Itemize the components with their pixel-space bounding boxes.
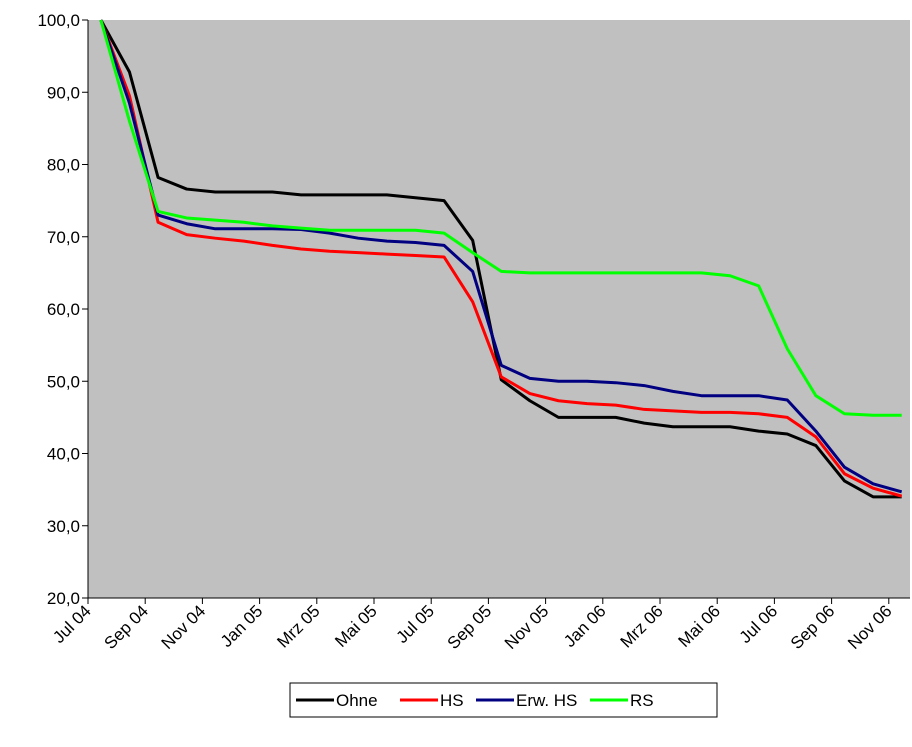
plot-area (88, 20, 910, 598)
x-tick-label: Jul 04 (49, 601, 95, 647)
y-tick-label: 30,0 (47, 517, 80, 536)
legend-label: Ohne (336, 691, 378, 710)
x-tick-label: Sep 06 (787, 601, 839, 653)
x-tick-label: Nov 04 (158, 601, 210, 653)
series-line (99, 19, 902, 417)
series-line (99, 19, 903, 494)
x-tick-label: Nov 06 (844, 601, 896, 653)
x-tick-label: Jul 06 (736, 601, 782, 647)
legend-label: HS (440, 691, 464, 710)
y-tick-label: 60,0 (47, 300, 80, 319)
x-tick-label: Mrz 06 (617, 601, 667, 651)
y-tick-label: 50,0 (47, 372, 80, 391)
x-tick-label: Nov 05 (501, 601, 553, 653)
x-tick-label: Jul 05 (393, 601, 439, 647)
series-line (99, 19, 902, 499)
series-line (99, 19, 903, 498)
legend-label: RS (630, 691, 654, 710)
x-tick-label: Sep 04 (100, 601, 152, 653)
x-tick-label: Mai 05 (331, 601, 381, 651)
y-tick-label: 100,0 (37, 11, 80, 30)
x-tick-label: Jan 06 (560, 601, 610, 651)
y-tick-label: 90,0 (47, 83, 80, 102)
y-tick-label: 20,0 (47, 589, 80, 608)
x-tick-label: Mai 06 (675, 601, 725, 651)
y-tick-label: 40,0 (47, 445, 80, 464)
x-tick-label: Jan 05 (217, 601, 267, 651)
x-tick-label: Sep 05 (444, 601, 496, 653)
y-tick-label: 80,0 (47, 156, 80, 175)
x-tick-label: Mrz 05 (273, 601, 323, 651)
legend-label: Erw. HS (516, 691, 577, 710)
y-tick-label: 70,0 (47, 228, 80, 247)
